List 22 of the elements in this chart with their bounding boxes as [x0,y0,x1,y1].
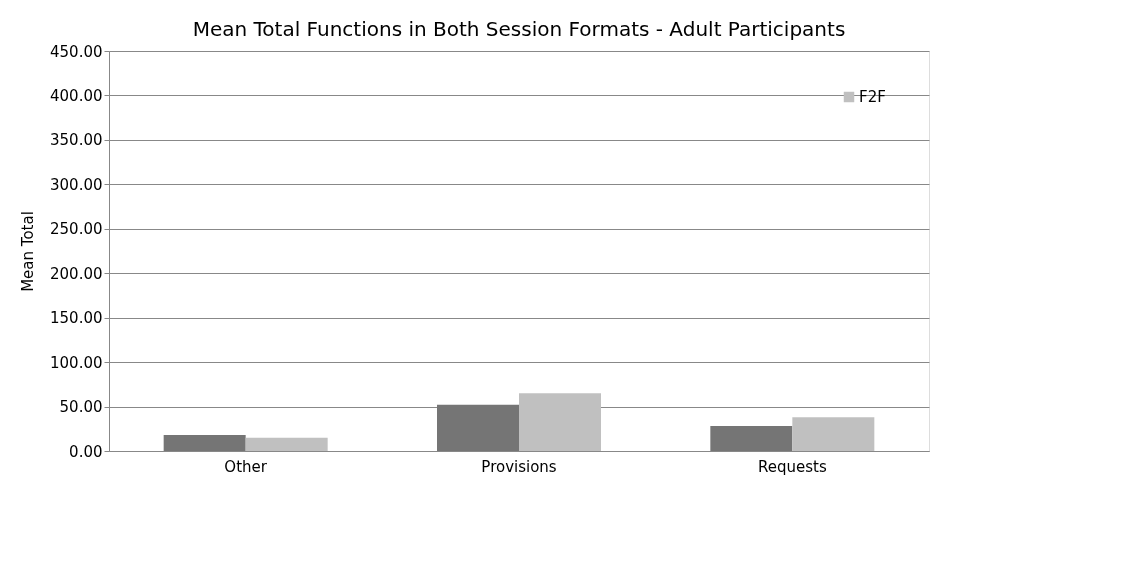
bar [710,426,793,451]
y-tick-label: 100.00 [50,353,103,372]
y-tick-label: 0.00 [69,442,103,461]
legend-label: F2F [859,88,886,106]
bar [437,404,519,451]
y-tick-label: 350.00 [50,131,103,150]
y-tick-label: 250.00 [50,220,103,239]
bar [792,417,875,451]
x-tick-label: Other [224,457,268,476]
y-tick-label: 300.00 [50,175,103,194]
y-tick-label: 200.00 [50,264,103,283]
y-tick-label: 50.00 [59,398,103,417]
bar [163,435,246,451]
y-tick-label: 450.00 [50,42,103,61]
y-axis-title: Mean Total [19,211,38,292]
y-tick-label: 150.00 [50,309,103,328]
chart-title: Mean Total Functions in Both Session Formats - Adult Participants [192,17,846,41]
x-tick-label: Provisions [481,457,557,476]
bar [245,437,328,451]
y-tick-label: 400.00 [50,86,103,105]
bar [519,393,601,451]
x-tick-label: Requests [757,457,827,476]
